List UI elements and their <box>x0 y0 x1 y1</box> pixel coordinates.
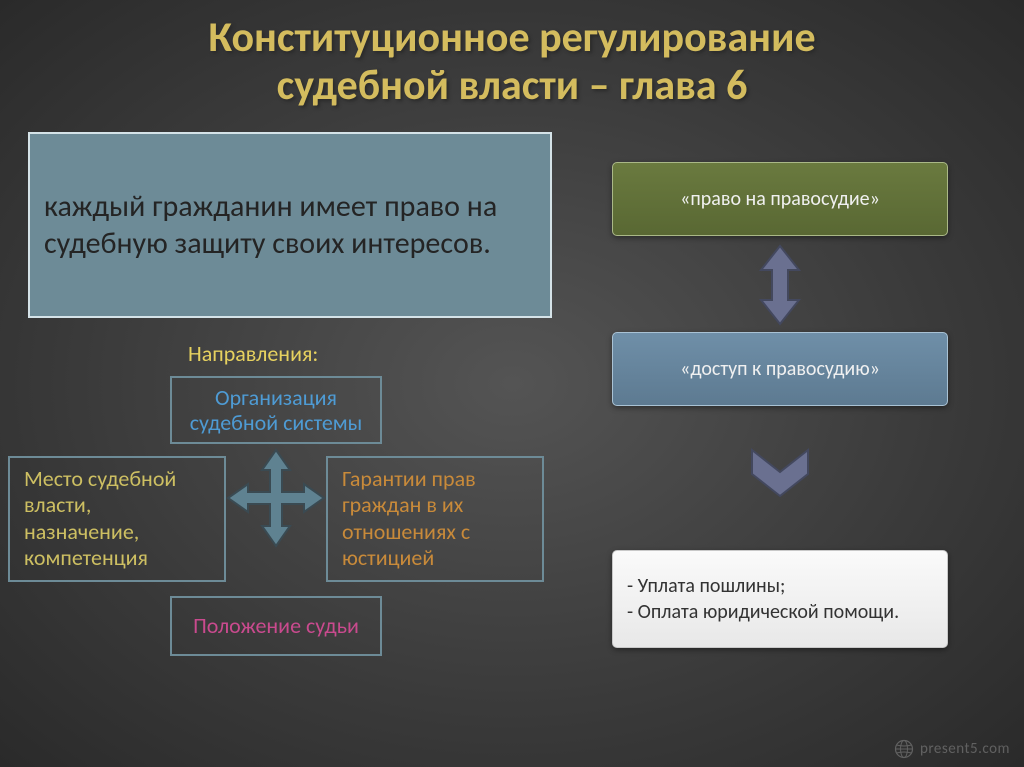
judge-box: Положение судьи <box>170 596 382 656</box>
main-statement-box: каждый гражданин имеет право на судебную… <box>28 132 552 318</box>
payment-line2: - Оплата юридической помощи. <box>627 599 899 625</box>
guarantee-box: Гарантии прав граждан в их отношениях с … <box>326 456 544 582</box>
right-justice-text: «право на правосудие» <box>680 187 880 211</box>
title-line1: Конституционное регулирование <box>208 12 815 63</box>
place-box: Место судебной власти, назначение, компе… <box>8 456 226 582</box>
payment-box: - Уплата пошлины; - Оплата юридической п… <box>612 550 948 648</box>
organization-box: Организация судебной системы <box>170 376 382 444</box>
main-statement-text: каждый гражданин имеет право на судебную… <box>44 188 536 263</box>
title-line2: судебной власти – глава 6 <box>277 60 748 111</box>
place-text: Место судебной власти, назначение, компе… <box>24 466 210 572</box>
access-justice-box: «доступ к правосудию» <box>612 332 948 406</box>
chevron-down-icon <box>748 446 812 503</box>
judge-text: Положение судьи <box>193 614 359 638</box>
right-justice-box: «право на правосудие» <box>612 162 948 236</box>
four-way-arrow-icon <box>226 448 326 548</box>
watermark-text: present5.com <box>920 740 1010 758</box>
payment-line1: - Уплата пошлины; <box>627 573 785 599</box>
guarantee-text: Гарантии прав граждан в их отношениях с … <box>342 466 528 572</box>
access-justice-text: «доступ к правосудию» <box>680 357 880 381</box>
globe-icon <box>894 739 914 759</box>
slide-title: Конституционное регулирование судебной в… <box>0 0 1024 111</box>
directions-label: Направления: <box>188 340 318 367</box>
double-arrow-icon <box>755 244 805 331</box>
watermark: present5.com <box>894 739 1010 759</box>
organization-text: Организация судебной системы <box>186 385 366 436</box>
